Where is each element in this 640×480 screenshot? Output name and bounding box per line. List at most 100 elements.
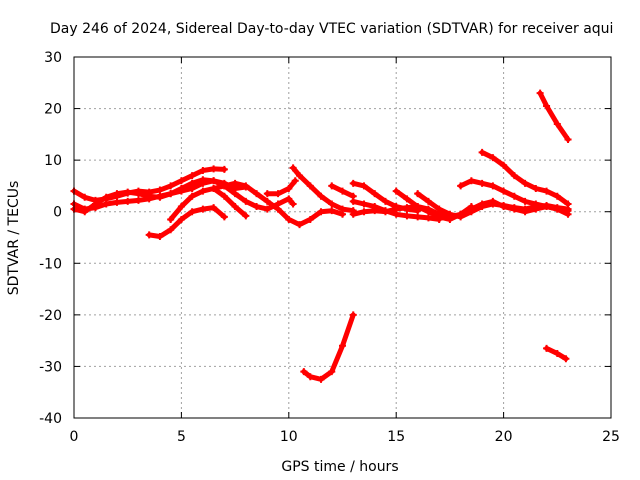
data-point xyxy=(188,192,196,200)
y-tick-label: -20 xyxy=(39,308,62,324)
data-point xyxy=(489,154,497,162)
data-point xyxy=(424,208,432,216)
data-point xyxy=(467,208,475,216)
data-point xyxy=(274,190,282,198)
data-point xyxy=(102,193,110,201)
data-point xyxy=(543,102,551,110)
data-point xyxy=(446,210,454,218)
data-point xyxy=(317,375,325,383)
data-point xyxy=(381,208,389,216)
data-point xyxy=(553,350,561,358)
data-point xyxy=(478,148,486,156)
data-point xyxy=(289,164,297,172)
data-point xyxy=(510,172,518,180)
data-point xyxy=(177,203,185,211)
x-axis-label: GPS time / hours xyxy=(281,459,398,475)
data-point xyxy=(521,205,529,213)
series-line xyxy=(71,177,296,215)
series-arc8 xyxy=(289,164,357,215)
y-tick-label: 0 xyxy=(53,205,62,221)
data-point xyxy=(564,200,572,208)
data-point xyxy=(371,190,379,198)
data-point xyxy=(113,198,121,206)
data-point xyxy=(360,200,368,208)
data-point xyxy=(210,177,218,185)
data-point xyxy=(532,200,540,208)
data-point xyxy=(403,212,411,220)
data-point xyxy=(424,197,432,205)
data-point xyxy=(328,368,336,376)
data-point xyxy=(210,204,218,212)
data-point xyxy=(156,232,164,240)
data-point xyxy=(553,205,561,213)
series-arc6 xyxy=(210,179,346,229)
data-point xyxy=(134,196,142,204)
data-point xyxy=(543,187,551,195)
data-point xyxy=(339,187,346,195)
data-point xyxy=(167,182,175,190)
data-point xyxy=(328,182,336,190)
data-point xyxy=(467,177,475,185)
data-point xyxy=(263,197,271,205)
data-point xyxy=(521,197,529,205)
data-point xyxy=(113,190,121,198)
data-point xyxy=(274,205,282,213)
data-point xyxy=(349,179,357,187)
data-point xyxy=(392,187,400,195)
y-tick-label: 30 xyxy=(44,50,62,66)
data-point xyxy=(564,136,572,144)
data-point xyxy=(296,172,304,180)
data-point xyxy=(300,368,308,376)
data-point xyxy=(263,205,271,213)
data-point xyxy=(478,179,486,187)
data-point xyxy=(253,190,261,198)
data-point xyxy=(188,172,196,180)
data-point xyxy=(371,207,379,215)
data-point xyxy=(231,190,239,198)
data-point xyxy=(381,197,389,205)
data-point xyxy=(349,197,357,205)
y-axis-label: SDTVAR / TECUs xyxy=(6,181,22,296)
series-arc16 xyxy=(457,177,572,215)
data-point xyxy=(285,215,293,223)
data-point xyxy=(349,210,357,218)
data-layer xyxy=(70,89,572,383)
data-point xyxy=(199,166,207,174)
data-point xyxy=(177,185,185,193)
series-line xyxy=(537,90,571,142)
data-point xyxy=(167,215,175,223)
data-point xyxy=(102,200,110,208)
data-point xyxy=(424,214,432,222)
data-point xyxy=(291,177,299,185)
data-point xyxy=(156,186,164,194)
x-tick-label: 25 xyxy=(602,429,620,445)
data-point xyxy=(242,197,250,205)
tick-layer: 0 5 10 15 20 25 -40 -30 -20 -10 0 10 20 30 xyxy=(39,50,620,445)
series-arc3 xyxy=(70,176,297,216)
data-point xyxy=(360,182,368,190)
data-point xyxy=(199,187,207,195)
series-arc17 xyxy=(478,148,572,208)
data-point xyxy=(414,203,422,211)
x-tick-label: 0 xyxy=(70,429,79,445)
y-tick-label: 20 xyxy=(44,102,62,118)
x-tick-label: 5 xyxy=(177,429,186,445)
data-point xyxy=(317,208,325,216)
data-point xyxy=(562,355,570,363)
data-point xyxy=(81,208,89,216)
data-point xyxy=(339,205,346,213)
data-point xyxy=(289,200,297,208)
data-point xyxy=(328,200,336,208)
data-point xyxy=(478,203,486,211)
data-point xyxy=(242,182,250,190)
data-point xyxy=(156,193,164,201)
data-point xyxy=(81,193,89,201)
data-point xyxy=(435,213,443,221)
data-point xyxy=(339,342,346,350)
data-point xyxy=(306,182,314,190)
data-point xyxy=(177,177,185,185)
y-tick-label: -30 xyxy=(39,359,62,375)
data-point xyxy=(435,205,443,213)
data-point xyxy=(457,213,465,221)
